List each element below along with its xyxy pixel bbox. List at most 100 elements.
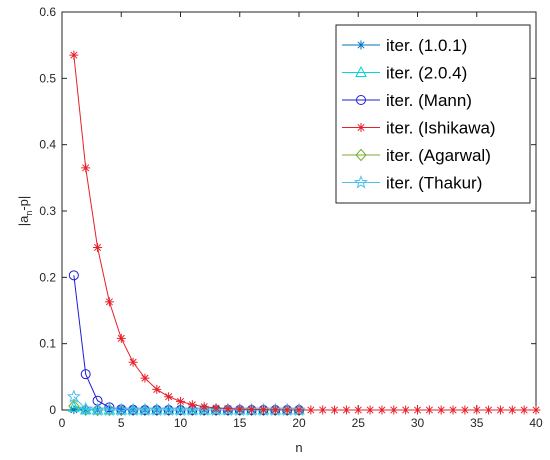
data-point — [247, 404, 257, 414]
legend-marker — [355, 65, 367, 77]
data-point — [69, 405, 79, 415]
legend-marker — [356, 95, 366, 105]
legend-label: iter. (1.0.1) — [386, 36, 467, 55]
y-tick-label: 0.3 — [39, 204, 56, 218]
data-point — [93, 242, 103, 252]
data-point — [211, 403, 221, 413]
data-point — [78, 401, 93, 415]
y-tick-label: 0.2 — [39, 270, 56, 284]
data-point — [413, 405, 422, 415]
data-point — [235, 404, 245, 414]
data-point — [68, 270, 79, 281]
data-point — [448, 405, 458, 415]
data-point — [80, 403, 92, 416]
data-point — [103, 403, 116, 415]
legend-box — [335, 24, 531, 204]
data-point — [353, 405, 363, 415]
data-point — [102, 402, 117, 416]
data-point — [306, 405, 316, 415]
y-axis-label-main: |a — [16, 215, 31, 226]
y-tick-label: 0.1 — [39, 337, 56, 351]
x-tick-label: 15 — [233, 416, 247, 430]
data-point — [519, 405, 529, 415]
data-point — [69, 50, 79, 60]
data-point — [484, 405, 494, 415]
data-point — [176, 396, 185, 406]
data-point — [258, 405, 268, 415]
x-tick-label: 25 — [352, 416, 366, 430]
data-point — [197, 402, 212, 416]
legend-marker — [356, 40, 366, 50]
y-axis-label-subscript: n — [24, 211, 34, 216]
data-point — [223, 404, 233, 414]
legend-label: iter. (Agarwal) — [386, 146, 491, 165]
data-point — [126, 402, 141, 416]
y-axis-label-tail: -p| — [16, 196, 31, 211]
series-layer — [66, 50, 541, 417]
x-tick-label: 30 — [411, 416, 425, 430]
data-point — [318, 405, 328, 415]
data-point — [140, 373, 150, 383]
data-point — [114, 402, 129, 416]
data-point — [341, 405, 351, 415]
data-point — [90, 402, 105, 416]
data-point — [330, 405, 340, 415]
legend-entry: iter. (Agarwal) — [342, 146, 491, 165]
data-point — [164, 392, 174, 402]
legend-marker — [356, 123, 366, 132]
data-point — [149, 402, 164, 416]
y-tick-label: 0 — [49, 403, 56, 417]
data-point — [185, 402, 200, 416]
data-point — [507, 405, 517, 415]
data-point — [128, 357, 138, 367]
y-tick-label: 0.4 — [39, 138, 56, 152]
data-point — [282, 405, 292, 415]
x-tick-label: 5 — [118, 416, 125, 430]
data-point — [66, 389, 81, 403]
series-line — [73, 55, 536, 411]
y-axis-label: |an-p| — [16, 196, 34, 227]
data-point — [80, 369, 91, 380]
x-tick-label: 40 — [529, 416, 543, 430]
y-tick-label: 0.6 — [39, 5, 56, 19]
data-point — [389, 405, 399, 415]
x-tick-label: 35 — [470, 416, 484, 430]
data-point — [173, 402, 188, 416]
x-axis-label: n — [295, 440, 302, 455]
y-tick-label: 0.5 — [39, 71, 56, 85]
data-point — [495, 405, 505, 415]
data-point — [104, 297, 114, 307]
data-point — [116, 333, 126, 343]
legend-entry: iter. (Mann) — [342, 91, 472, 110]
data-point — [472, 405, 482, 415]
x-tick-label: 20 — [292, 416, 306, 430]
legend-label: iter. (Ishikawa) — [386, 119, 496, 138]
x-tick-label: 10 — [174, 416, 188, 430]
data-point — [152, 384, 162, 394]
x-tick-label: 0 — [59, 416, 66, 430]
legend-entry: iter. (1.0.1) — [342, 36, 467, 55]
data-point — [531, 405, 541, 415]
data-point — [270, 405, 280, 415]
data-point — [365, 405, 375, 415]
data-point — [377, 405, 387, 415]
legend-marker — [355, 148, 367, 162]
legend-entry: iter. (Thakur) — [342, 174, 482, 193]
data-point — [424, 405, 434, 415]
data-point — [187, 400, 197, 410]
data-point — [81, 163, 91, 173]
data-point — [137, 402, 152, 416]
data-point — [68, 400, 80, 412]
legend-label: iter. (Thakur) — [386, 174, 482, 193]
legend-label: iter. (2.0.4) — [386, 64, 467, 83]
data-point — [294, 405, 304, 415]
legend-label: iter. (Mann) — [386, 91, 472, 110]
data-point — [401, 405, 411, 415]
legend-marker — [353, 175, 369, 189]
data-point — [436, 405, 446, 415]
data-point — [161, 402, 176, 416]
series-3 — [69, 50, 541, 415]
legend: iter. (1.0.1) iter. (2.0.4) iter. (Mann) it… — [335, 24, 531, 204]
data-point — [460, 405, 470, 415]
